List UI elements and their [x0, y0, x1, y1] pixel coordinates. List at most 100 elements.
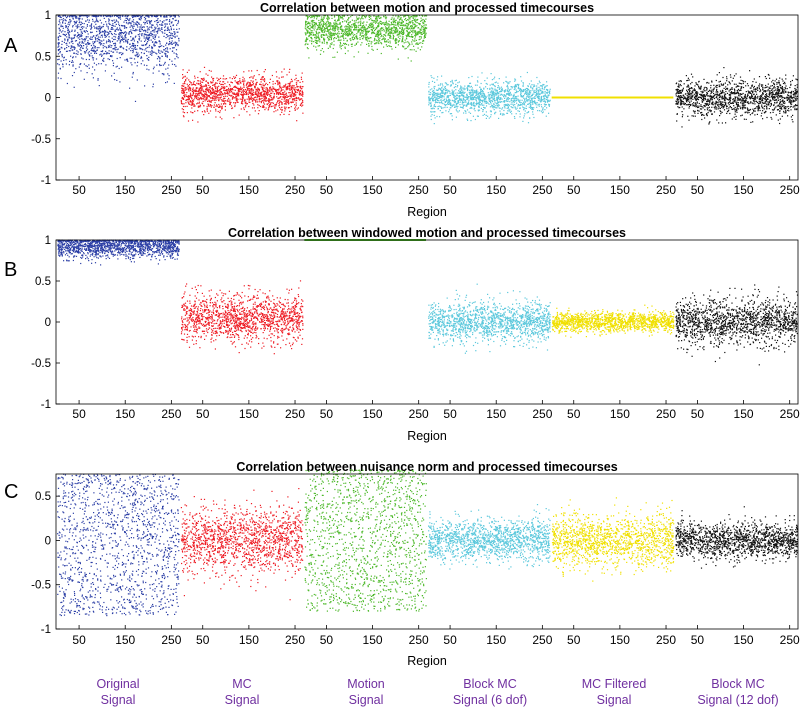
data-point: [400, 18, 402, 20]
data-point: [237, 94, 239, 96]
data-point: [227, 91, 229, 93]
data-point: [455, 83, 457, 85]
data-point: [266, 94, 268, 96]
data-point: [90, 25, 92, 27]
data-point: [453, 90, 455, 92]
data-point: [74, 20, 76, 23]
data-point: [372, 32, 374, 34]
data-point: [340, 43, 342, 45]
data-point: [272, 102, 274, 104]
data-point: [292, 99, 294, 101]
data-point: [99, 19, 101, 21]
data-point: [401, 26, 403, 28]
data-point: [379, 30, 381, 32]
data-point: [408, 32, 410, 34]
data-point: [92, 77, 94, 79]
data-point: [206, 96, 208, 98]
data-point: [265, 91, 267, 93]
data-point: [76, 25, 78, 27]
data-point: [425, 15, 428, 17]
data-point: [405, 20, 407, 22]
data-point: [147, 39, 149, 41]
data-point: [245, 88, 247, 91]
data-point: [200, 86, 202, 88]
data-point: [130, 22, 132, 24]
data-point: [151, 16, 153, 18]
data-point: [64, 39, 66, 41]
data-point: [275, 91, 278, 93]
data-point: [269, 90, 271, 93]
data-point: [406, 19, 409, 21]
data-point: [151, 46, 153, 48]
data-point: [401, 29, 403, 31]
data-point: [131, 64, 133, 66]
data-point: [150, 21, 152, 23]
data-point: [251, 100, 253, 102]
data-point: [119, 42, 121, 44]
data-point: [63, 41, 65, 43]
data-point: [326, 15, 329, 17]
data-point: [240, 93, 242, 95]
data-point: [410, 16, 413, 18]
data-point: [158, 40, 160, 42]
data-point: [190, 96, 192, 98]
data-point: [219, 111, 221, 114]
data-point: [182, 115, 185, 117]
data-point: [224, 102, 226, 105]
data-point: [88, 67, 90, 69]
data-point: [135, 28, 137, 30]
data-point: [399, 21, 401, 23]
data-point: [130, 62, 132, 64]
data-point: [200, 81, 202, 83]
data-point: [195, 93, 197, 95]
data-point: [135, 22, 137, 24]
data-point: [387, 39, 389, 41]
data-point: [181, 87, 183, 90]
data-point: [194, 97, 196, 99]
data-point: [141, 57, 143, 59]
data-point: [321, 42, 323, 44]
data-point: [446, 89, 448, 91]
data-point: [386, 40, 388, 42]
data-point: [91, 15, 93, 17]
data-point: [224, 91, 226, 93]
data-point: [250, 80, 252, 82]
data-point: [81, 18, 83, 20]
data-point: [310, 30, 312, 32]
data-point: [288, 102, 290, 104]
data-point: [285, 101, 287, 103]
data-point: [334, 27, 336, 29]
data-point: [103, 23, 105, 26]
data-point: [153, 31, 155, 33]
data-point: [371, 19, 373, 21]
data-point: [81, 40, 83, 43]
data-point: [152, 68, 155, 70]
data-point: [265, 98, 267, 100]
data-point: [204, 85, 206, 87]
data-point: [197, 80, 199, 82]
data-point: [440, 106, 442, 108]
data-point: [60, 35, 62, 37]
data-point: [305, 34, 307, 36]
data-point: [309, 28, 311, 30]
data-point: [108, 23, 111, 25]
data-point: [133, 40, 135, 42]
data-point: [402, 33, 404, 35]
data-point: [255, 92, 257, 94]
data-point: [68, 50, 70, 52]
data-point: [108, 58, 111, 61]
data-point: [417, 43, 419, 45]
data-point: [157, 18, 159, 20]
data-point: [253, 97, 256, 99]
data-point: [96, 47, 98, 49]
data-point: [114, 49, 116, 51]
data-point: [125, 17, 127, 19]
data-point: [95, 52, 98, 54]
data-point: [255, 88, 257, 90]
data-point: [302, 95, 304, 97]
data-point: [285, 87, 287, 89]
data-point: [313, 22, 315, 24]
data-point: [415, 34, 417, 37]
data-point: [420, 29, 422, 31]
data-point: [202, 86, 204, 88]
